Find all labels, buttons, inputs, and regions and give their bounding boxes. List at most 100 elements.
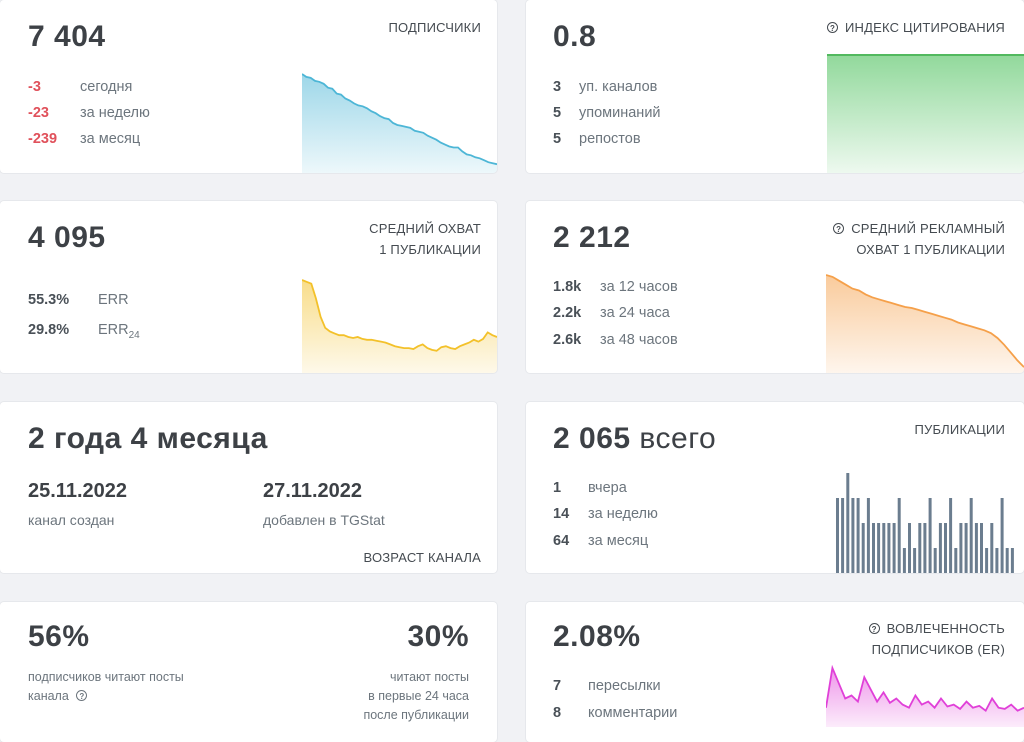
err24-value: 29.8% <box>28 322 70 338</box>
subscribers-month-value: -239 <box>28 131 58 147</box>
read-share-label1-line1: подписчиков читают посты <box>28 670 184 684</box>
citation-title: ? ИНДЕКС ЦИТИРОВАНИЯ <box>826 17 1005 38</box>
added-label: добавлен в TGStat <box>263 512 385 528</box>
subscribers-month-label: за месяц <box>80 131 141 147</box>
posts-bar <box>841 498 845 573</box>
read-share-label2-line1: читают посты <box>389 670 469 684</box>
read-share-value1: 56% <box>28 620 90 653</box>
posts-bar <box>897 498 901 573</box>
citation-channels-row: 3 уп. каналов <box>553 79 657 95</box>
posts-bar-chart <box>836 473 1014 573</box>
posts-bar <box>1000 498 1004 573</box>
subscribers-week-label: за неделю <box>80 105 150 121</box>
posts-card[interactable]: 2 065 всего ПУБЛИКАЦИИ 1 вчера 14 за нед… <box>526 402 1024 573</box>
err-row: 55.3% ERR <box>28 292 129 308</box>
subscribers-count: 7 404 <box>28 20 106 53</box>
posts-bar <box>861 523 865 573</box>
posts-bar <box>964 523 968 573</box>
posts-bar <box>954 548 958 573</box>
posts-bar <box>985 548 989 573</box>
question-icon[interactable]: ? <box>76 690 88 701</box>
channel-age-card[interactable]: 2 года 4 месяца 25.11.2022 канал создан … <box>0 402 497 573</box>
read-share-card[interactable]: 56% подписчиков читают посты канала ? 30… <box>0 602 497 742</box>
reach-title: СРЕДНИЙ ОХВАТ 1 ПУБЛИКАЦИИ <box>369 218 481 260</box>
citation-reposts-label: репостов <box>579 131 641 147</box>
subscribers-card[interactable]: 7 404 ПОДПИСЧИКИ -3 сегодня -23 за недел… <box>0 0 497 173</box>
posts-bar <box>938 523 942 573</box>
subscribers-month-row: -239 за месяц <box>28 131 140 147</box>
citation-index-value: 0.8 <box>553 20 597 53</box>
reach-title-line2: 1 ПУБЛИКАЦИИ <box>379 242 481 257</box>
ad-reach-title-line1: СРЕДНИЙ РЕКЛАМНЫЙ <box>851 221 1005 236</box>
read-share-label2: читают посты в первые 24 часа после публ… <box>363 668 469 725</box>
posts-bar <box>908 523 911 573</box>
citation-area <box>827 55 1024 173</box>
citation-mentions-label: упоминаний <box>579 105 661 121</box>
question-icon[interactable]: ? <box>826 22 838 33</box>
posts-yesterday-row: 1 вчера <box>553 480 627 496</box>
created-date: 25.11.2022 <box>28 480 127 502</box>
engagement-value: 2.08% <box>553 620 641 653</box>
posts-total: 2 065 всего <box>553 422 716 456</box>
posts-bar <box>836 498 839 573</box>
posts-month-label: за месяц <box>588 533 649 549</box>
posts-yesterday-value: 1 <box>553 480 562 496</box>
posts-week-row: 14 за неделю <box>553 506 658 522</box>
citation-channels-label: уп. каналов <box>579 79 658 95</box>
posts-bar <box>980 523 983 573</box>
ad-reach-24h-value: 2.2k <box>553 305 582 321</box>
ad-reach-24h-label: за 24 часа <box>600 305 670 321</box>
posts-bar <box>1010 548 1014 573</box>
engagement-title: ? ВОВЛЕЧЕННОСТЬ ПОДПИСЧИКОВ (ER) <box>868 618 1005 660</box>
engagement-comments-label: комментарии <box>588 705 678 721</box>
engagement-trend-area <box>826 668 1024 727</box>
ad-reach-trend-area <box>826 275 1024 373</box>
posts-month-value: 64 <box>553 533 570 549</box>
question-icon[interactable]: ? <box>868 623 880 634</box>
engagement-forwards-value: 7 <box>553 678 562 694</box>
posts-bar <box>882 523 886 573</box>
reach-value: 4 095 <box>28 221 106 254</box>
ad-reach-24h-row: 2.2k за 24 часа <box>553 305 670 321</box>
ad-reach-12h-value: 1.8k <box>553 279 582 295</box>
ad-reach-12h-label: за 12 часов <box>600 279 678 295</box>
citation-channels-value: 3 <box>553 79 562 95</box>
posts-bar <box>923 523 927 573</box>
ad-reach-title-line2: ОХВАТ 1 ПУБЛИКАЦИИ <box>856 242 1005 257</box>
posts-total-suffix: всего <box>639 422 717 455</box>
read-share-label2-line3: после публикации <box>363 708 469 722</box>
engagement-sparkline <box>826 665 1024 727</box>
posts-week-value: 14 <box>553 506 570 522</box>
err24-label: ERR <box>98 322 129 338</box>
question-icon[interactable]: ? <box>833 223 845 234</box>
engagement-forwards-label: пересылки <box>588 678 661 694</box>
reach-card[interactable]: 4 095 СРЕДНИЙ ОХВАТ 1 ПУБЛИКАЦИИ 55.3% E… <box>0 201 497 373</box>
err-label: ERR <box>98 292 129 308</box>
subscribers-week-value: -23 <box>28 105 49 121</box>
citation-card[interactable]: 0.8 ? ИНДЕКС ЦИТИРОВАНИЯ 3 уп. каналов 5 … <box>526 0 1024 173</box>
posts-bar <box>918 523 922 573</box>
ad-reach-trend-line <box>826 274 1024 368</box>
ad-reach-sparkline <box>826 274 1024 373</box>
read-share-label1-line2: канала <box>28 689 69 703</box>
engagement-card[interactable]: 2.08% ? ВОВЛЕЧЕННОСТЬ ПОДПИСЧИКОВ (ER) 7 … <box>526 602 1024 742</box>
posts-bar <box>913 548 917 573</box>
ad-reach-title: ? СРЕДНИЙ РЕКЛАМНЫЙ ОХВАТ 1 ПУБЛИКАЦИИ <box>833 218 1005 260</box>
reach-sparkline <box>302 279 497 373</box>
err24-label-wrap: ERR24 <box>98 322 140 341</box>
posts-bar <box>928 498 932 573</box>
posts-bar <box>877 523 881 573</box>
citation-title-text: ИНДЕКС ЦИТИРОВАНИЯ <box>844 20 1005 35</box>
engagement-trend-line <box>826 665 1024 713</box>
subscribers-today-value: -3 <box>28 79 41 95</box>
posts-bar <box>866 498 870 573</box>
posts-bar <box>846 473 850 573</box>
ad-reach-card[interactable]: 2 212 ? СРЕДНИЙ РЕКЛАМНЫЙ ОХВАТ 1 ПУБЛИКА… <box>526 201 1024 373</box>
posts-total-value: 2 065 <box>553 422 631 455</box>
ad-reach-value: 2 212 <box>553 221 631 254</box>
posts-bar <box>887 523 891 573</box>
posts-bar <box>851 498 855 573</box>
ad-reach-12h-row: 1.8k за 12 часов <box>553 279 678 295</box>
subscribers-today-label: сегодня <box>80 79 133 95</box>
engagement-comments-row: 8 комментарии <box>553 705 677 721</box>
